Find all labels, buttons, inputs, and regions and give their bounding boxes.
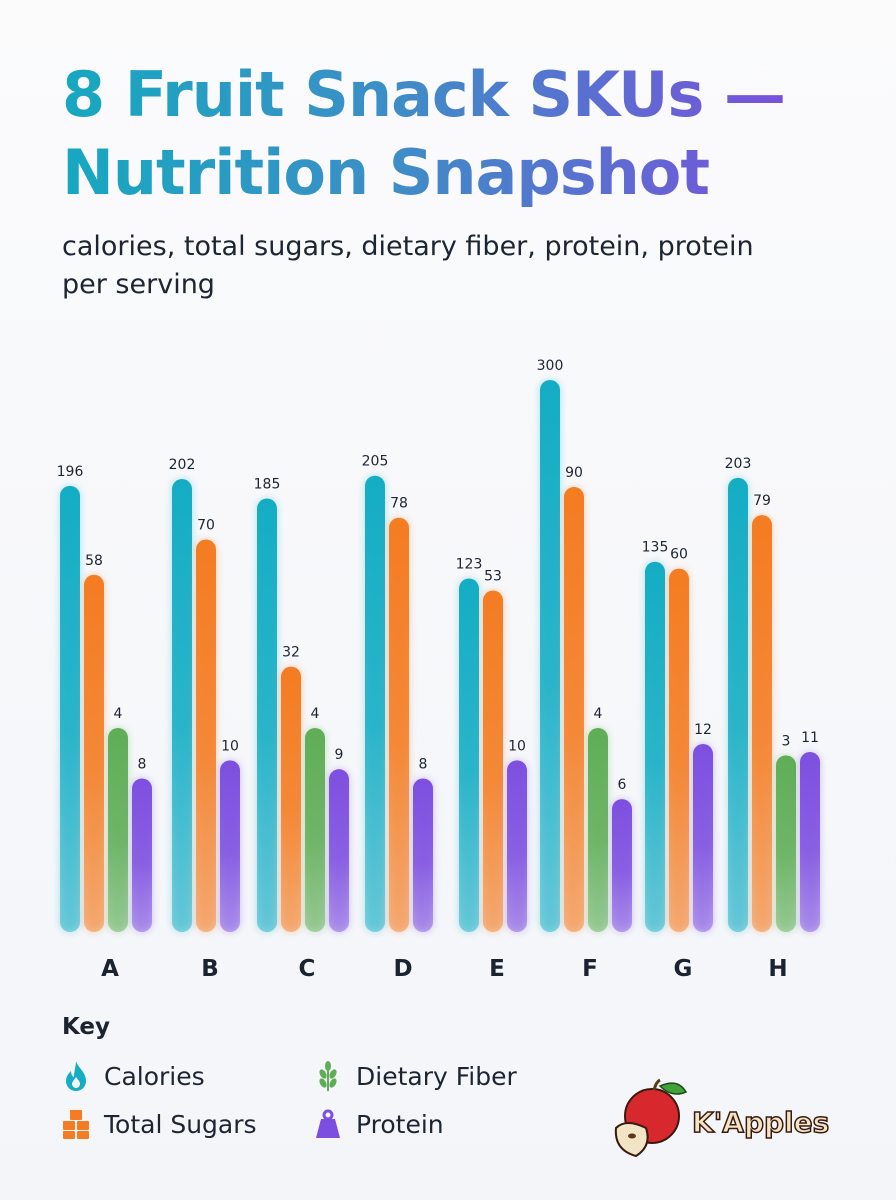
category-label: F bbox=[582, 956, 598, 982]
data-label: 58 bbox=[85, 553, 103, 569]
data-label: 78 bbox=[390, 496, 408, 512]
category-label: D bbox=[393, 956, 412, 982]
data-label: 202 bbox=[169, 457, 196, 473]
legend-label: Total Sugars bbox=[104, 1109, 257, 1139]
data-label: 4 bbox=[311, 706, 320, 722]
data-label: 10 bbox=[221, 738, 239, 754]
legend-label: Calories bbox=[104, 1061, 205, 1091]
bar-protein-G bbox=[693, 744, 713, 932]
bar-total-sugars-D bbox=[389, 517, 409, 932]
data-label: 3 bbox=[782, 733, 791, 749]
bar-dietary-fiber-C bbox=[305, 728, 325, 932]
sugar-cubes-icon bbox=[63, 1110, 89, 1139]
weight-icon bbox=[316, 1109, 340, 1138]
bar-total-sugars-H bbox=[752, 515, 772, 932]
bar-calories-H bbox=[728, 477, 748, 932]
bar-calories-F bbox=[540, 380, 560, 932]
bar-dietary-fiber-H bbox=[776, 755, 796, 932]
data-label: 196 bbox=[57, 464, 84, 480]
legend-item-total-sugars: Total Sugars bbox=[62, 1108, 257, 1140]
category-label: C bbox=[299, 956, 316, 982]
category-label: H bbox=[768, 956, 787, 982]
bar-protein-B bbox=[220, 760, 240, 932]
bar-total-sugars-C bbox=[281, 666, 301, 932]
bar-protein-D bbox=[413, 778, 433, 932]
bar-calories-D bbox=[365, 475, 385, 932]
data-label: 203 bbox=[725, 456, 752, 472]
data-label: 32 bbox=[282, 645, 300, 661]
category-label: E bbox=[489, 956, 505, 982]
bar-protein-A bbox=[132, 778, 152, 932]
data-label: 11 bbox=[801, 730, 819, 746]
bar-calories-G bbox=[645, 561, 665, 932]
data-label: 60 bbox=[670, 547, 688, 563]
data-label: 12 bbox=[694, 722, 712, 738]
data-label: 123 bbox=[456, 557, 483, 573]
legend-title: Key bbox=[62, 1014, 111, 1040]
bar-chart: 1965848A2027010B1853249C205788D1235310E3… bbox=[57, 358, 820, 982]
data-label: 70 bbox=[197, 518, 215, 534]
data-label: 53 bbox=[484, 569, 502, 585]
bar-total-sugars-F bbox=[564, 487, 584, 932]
bar-total-sugars-B bbox=[196, 539, 216, 932]
bar-dietary-fiber-A bbox=[108, 728, 128, 932]
bar-protein-E bbox=[507, 760, 527, 932]
data-label: 6 bbox=[618, 777, 627, 793]
legend-label: Dietary Fiber bbox=[356, 1061, 517, 1091]
category-label: A bbox=[101, 956, 119, 982]
bar-calories-E bbox=[459, 578, 479, 932]
bar-calories-C bbox=[257, 498, 277, 932]
category-label: G bbox=[674, 956, 693, 982]
data-label: 135 bbox=[642, 540, 669, 556]
legend-item-dietary-fiber: Dietary Fiber bbox=[314, 1060, 517, 1092]
data-label: 185 bbox=[254, 477, 281, 493]
data-label: 8 bbox=[419, 756, 428, 772]
data-label: 205 bbox=[362, 454, 389, 470]
bar-total-sugars-A bbox=[84, 574, 104, 932]
bar-total-sugars-E bbox=[483, 590, 503, 932]
data-label: 8 bbox=[138, 756, 147, 772]
flame-icon bbox=[66, 1061, 86, 1091]
wheat-icon bbox=[319, 1061, 337, 1091]
kapples-logo: K'Apples bbox=[614, 1078, 830, 1158]
data-label: 10 bbox=[508, 738, 526, 754]
bar-protein-F bbox=[612, 799, 632, 932]
logo-text: K'Apples bbox=[692, 1106, 829, 1139]
legend-item-calories: Calories bbox=[62, 1060, 205, 1092]
data-label: 90 bbox=[565, 465, 583, 481]
bar-protein-H bbox=[800, 752, 820, 932]
legend-item-protein: Protein bbox=[314, 1108, 444, 1140]
legend-label: Protein bbox=[356, 1109, 444, 1139]
data-label: 79 bbox=[753, 493, 771, 509]
data-label: 9 bbox=[335, 747, 344, 763]
data-label: 4 bbox=[594, 706, 603, 722]
bar-calories-B bbox=[172, 479, 192, 932]
bar-dietary-fiber-F bbox=[588, 728, 608, 932]
bar-protein-C bbox=[329, 769, 349, 932]
bar-calories-A bbox=[60, 485, 80, 932]
bar-total-sugars-G bbox=[669, 568, 689, 932]
data-label: 300 bbox=[537, 358, 564, 374]
data-label: 4 bbox=[114, 706, 123, 722]
chart-title: 8 Fruit Snack SKUs — Nutrition Snapshot bbox=[62, 56, 882, 212]
category-label: B bbox=[201, 956, 219, 982]
chart-subtitle: calories, total sugars, dietary fiber, p… bbox=[62, 231, 754, 300]
